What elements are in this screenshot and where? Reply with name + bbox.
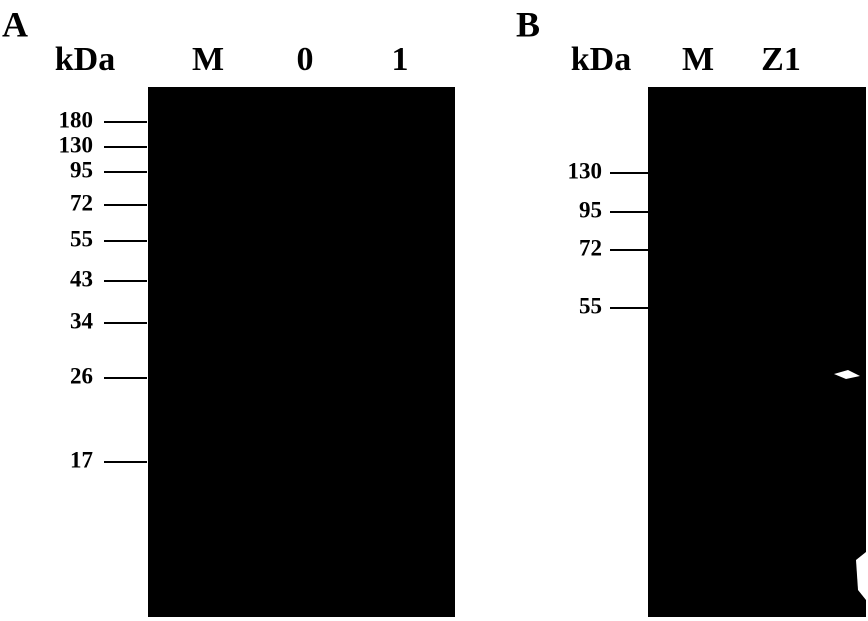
marker-label: 130 (59, 132, 94, 157)
unit-label: kDa (571, 41, 631, 78)
marker-label: 43 (70, 266, 93, 291)
marker-label: 180 (59, 107, 94, 132)
gel-a (148, 87, 455, 617)
marker-label: 72 (70, 190, 93, 215)
marker-label: 72 (579, 235, 602, 260)
marker-label: 95 (579, 197, 602, 222)
panel-letter: B (516, 4, 540, 44)
gel-artifact (834, 370, 860, 379)
marker-label: 26 (70, 363, 93, 388)
marker-label: 34 (70, 308, 94, 333)
gel-b (648, 87, 866, 617)
lane-label: 0 (297, 41, 314, 78)
marker-label: 17 (70, 447, 93, 472)
lane-label: Z1 (761, 41, 801, 78)
marker-label: 95 (70, 157, 93, 182)
lane-label: M (682, 41, 714, 78)
lane-label: 1 (392, 41, 409, 78)
unit-label: kDa (55, 41, 115, 78)
gel-artifact (856, 552, 866, 600)
marker-label: 55 (579, 293, 602, 318)
marker-label: 130 (568, 158, 603, 183)
lane-label: M (192, 41, 224, 78)
marker-label: 55 (70, 226, 93, 251)
panel-letter: A (2, 4, 28, 44)
